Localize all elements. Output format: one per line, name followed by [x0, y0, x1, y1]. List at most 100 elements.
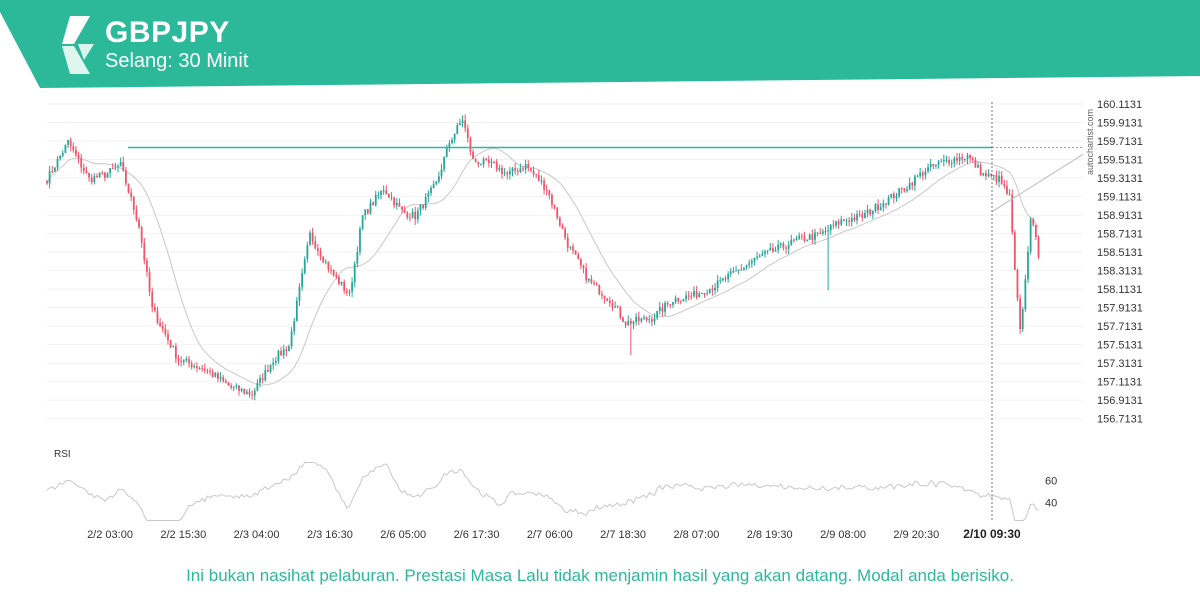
candle-body [477, 161, 480, 165]
candle [682, 298, 685, 302]
candle-body [393, 197, 396, 206]
candle [940, 158, 943, 163]
candle-body [172, 346, 175, 348]
candle [480, 163, 482, 166]
candle-body [737, 269, 740, 271]
candle [135, 205, 138, 222]
candle-body [579, 259, 582, 266]
candle [117, 164, 119, 173]
candle-body [125, 170, 127, 184]
candle-body [219, 377, 222, 379]
candle-body [361, 215, 364, 229]
candle [267, 364, 269, 373]
candle [677, 297, 680, 304]
candle-body [651, 319, 653, 322]
candle-body [685, 295, 687, 300]
candle-body [556, 207, 559, 219]
candle-body [714, 287, 716, 291]
candle-body [564, 228, 567, 238]
candle-body [871, 210, 874, 215]
candle [427, 190, 430, 203]
candle [340, 281, 343, 286]
candle-body [640, 318, 643, 322]
candle-body [624, 321, 627, 326]
candle [466, 124, 469, 143]
candle-body [314, 241, 317, 249]
candle [445, 144, 448, 158]
candle-body [558, 218, 561, 226]
candle [98, 172, 101, 178]
candle [322, 255, 325, 264]
candle [1027, 246, 1029, 283]
candle [143, 237, 146, 265]
candle [979, 162, 982, 176]
candle-body [614, 306, 616, 308]
candle [106, 172, 109, 179]
candle [856, 210, 858, 225]
candle-body [295, 300, 298, 322]
candle-body [811, 234, 814, 240]
candle [125, 167, 127, 187]
candle-body [693, 290, 695, 296]
candle-body [877, 204, 879, 211]
candle-body [874, 204, 877, 211]
candle [632, 321, 635, 330]
candle-body [727, 274, 730, 280]
candle [545, 184, 548, 196]
candle [319, 247, 322, 261]
candle-body [206, 370, 209, 372]
candle-body [224, 380, 227, 383]
price-tick-label: 159.3131 [1097, 173, 1143, 185]
candle-body [782, 243, 785, 248]
candle [46, 180, 48, 185]
time-tick-label: 2/3 04:00 [234, 529, 280, 541]
candle [593, 280, 595, 286]
candle-body [103, 172, 106, 178]
candle-body [771, 248, 774, 252]
candle [853, 213, 856, 223]
price-tick-label: 157.1131 [1097, 377, 1142, 389]
current-time-label: 2/10 09:30 [963, 527, 1021, 541]
candle-body [842, 219, 845, 221]
candle [372, 201, 375, 206]
candle-body [119, 161, 122, 167]
candle-body [209, 370, 211, 372]
candle [382, 185, 385, 195]
candle-body [274, 360, 277, 363]
candle-body [143, 242, 146, 261]
candle-body [892, 193, 895, 199]
candle-body [661, 307, 664, 312]
candle [687, 291, 690, 301]
candle [482, 157, 485, 168]
candle [485, 157, 488, 161]
candle [101, 170, 104, 175]
candle-body [182, 360, 185, 363]
candle [348, 289, 351, 297]
candle-body [766, 250, 769, 252]
time-tick-label: 2/6 17:30 [454, 529, 500, 541]
candle [530, 168, 532, 173]
candle-body [866, 209, 869, 214]
candle [766, 250, 769, 255]
candle [172, 345, 175, 348]
candle [774, 246, 777, 252]
candle-body [322, 256, 325, 263]
candle-body [764, 251, 766, 254]
candle [724, 275, 727, 283]
candle [203, 363, 206, 374]
candle [409, 213, 411, 222]
candle [256, 379, 259, 392]
price-tick-label: 158.5131 [1097, 247, 1143, 259]
candle [892, 191, 895, 204]
candle [637, 311, 640, 325]
price-tick-label: 159.7131 [1097, 136, 1143, 148]
candle-body [1032, 219, 1035, 225]
candle-body [374, 195, 377, 206]
candle [524, 159, 527, 174]
candle [948, 156, 950, 167]
candle-body [995, 175, 998, 182]
candle-body [359, 228, 361, 252]
candle [987, 169, 990, 178]
candle-body [90, 177, 93, 183]
candle [953, 156, 956, 168]
